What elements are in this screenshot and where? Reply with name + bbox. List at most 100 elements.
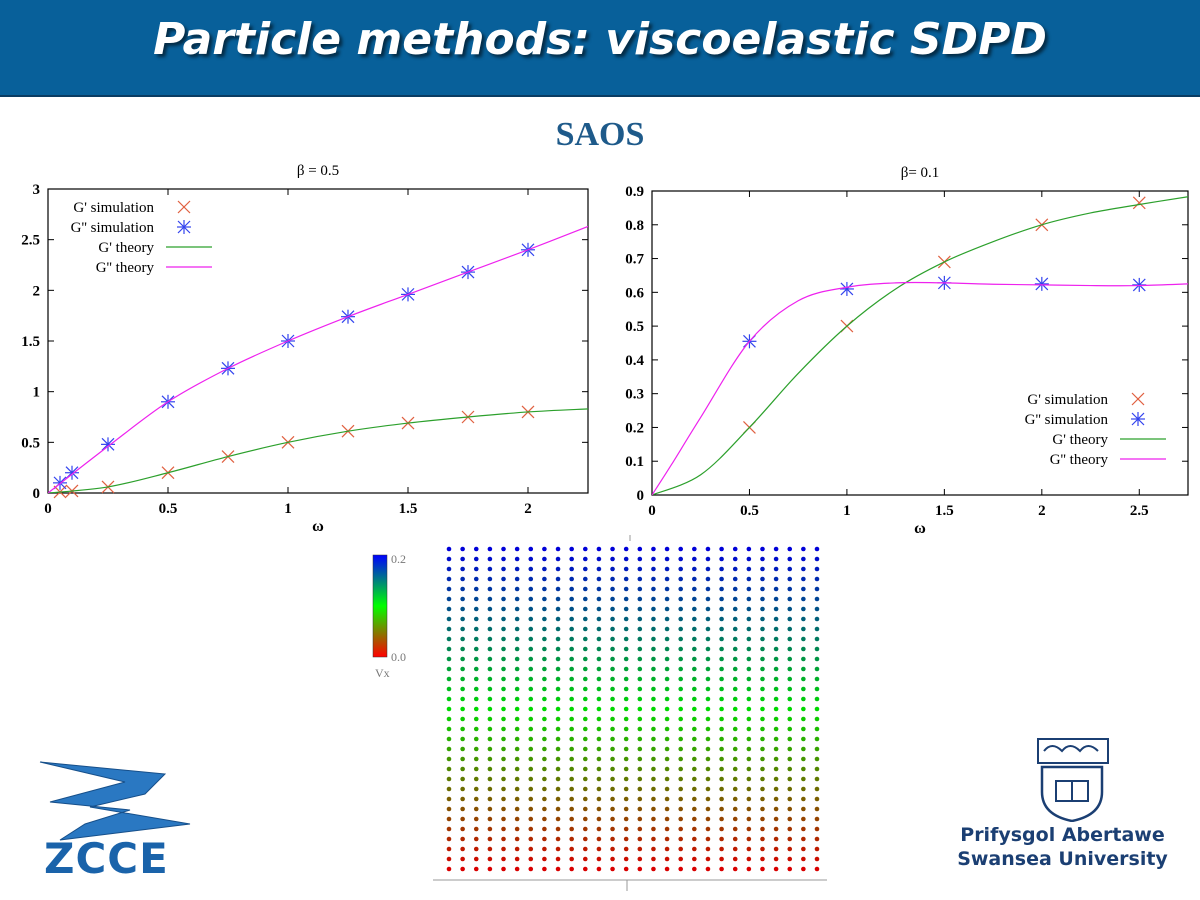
particle [596,666,602,672]
particle [473,576,479,582]
particle [542,806,547,812]
particle [637,796,643,802]
particle [746,556,752,562]
particle [514,686,520,692]
particle [719,836,724,842]
particle [610,576,615,582]
particle [460,776,465,782]
particle [801,606,806,612]
particle [692,706,697,712]
particle [746,576,752,582]
particle [569,826,574,832]
particle [732,566,738,572]
y-tick-label: 0 [637,488,645,504]
particle [746,586,752,592]
particle [801,846,806,852]
particle [473,836,479,842]
data-point [839,281,854,296]
particle [732,666,738,672]
particle [664,636,670,642]
particle [787,856,793,862]
particle [678,786,684,792]
particle [814,626,820,632]
particle [460,576,465,582]
particle [528,786,534,792]
particle [460,836,465,842]
particle [446,846,452,852]
y-tick-label: 0.6 [625,285,644,301]
particle [760,656,765,662]
particle [692,666,697,672]
particle [542,706,547,712]
y-tick-label: 1 [33,385,41,401]
particle [787,816,793,822]
particle [651,676,656,682]
particle [705,806,711,812]
particle [569,866,574,872]
x-tick-label: 2.5 [1130,503,1149,519]
particle [705,786,711,792]
particle [760,716,765,722]
particle [596,816,602,822]
particle [787,646,793,652]
particle [582,816,588,822]
particle [487,836,493,842]
particle [760,696,765,702]
particle [678,596,684,602]
particle [446,726,452,732]
particle [692,606,697,612]
particle [814,836,820,842]
particle [760,836,765,842]
particle [582,676,588,682]
particle [542,626,547,632]
particle [787,606,793,612]
particle [528,756,534,762]
particle [773,676,779,682]
particle [773,696,779,702]
particle [582,596,588,602]
particle [787,696,793,702]
particle [692,696,697,702]
particle [678,676,684,682]
particle [446,746,452,752]
particle [542,656,547,662]
particle [719,686,724,692]
particle [555,736,561,742]
particle [678,686,684,692]
particle [596,616,602,622]
particle [473,866,479,872]
particle [692,676,697,682]
particle [542,616,547,622]
particle [555,706,561,712]
particle [528,576,534,582]
particle [814,846,820,852]
x-tick-label: 0.5 [740,503,759,519]
particle [637,566,643,572]
particle [514,566,520,572]
particle [460,816,465,822]
particle [773,566,779,572]
particle [569,586,574,592]
particle [692,646,697,652]
particle [487,856,493,862]
particle [637,576,643,582]
particle [569,736,574,742]
particle [678,746,684,752]
particle [705,736,711,742]
particle [460,556,465,562]
particle [773,576,779,582]
particle [473,746,479,752]
particle [446,816,452,822]
particle [664,546,670,552]
particle [487,796,493,802]
particle [542,826,547,832]
particle [446,576,452,582]
particle [596,626,602,632]
particle [637,686,643,692]
particle [542,746,547,752]
particle [473,786,479,792]
particle [651,796,656,802]
particle [692,716,697,722]
particle [814,746,820,752]
particle [678,766,684,772]
